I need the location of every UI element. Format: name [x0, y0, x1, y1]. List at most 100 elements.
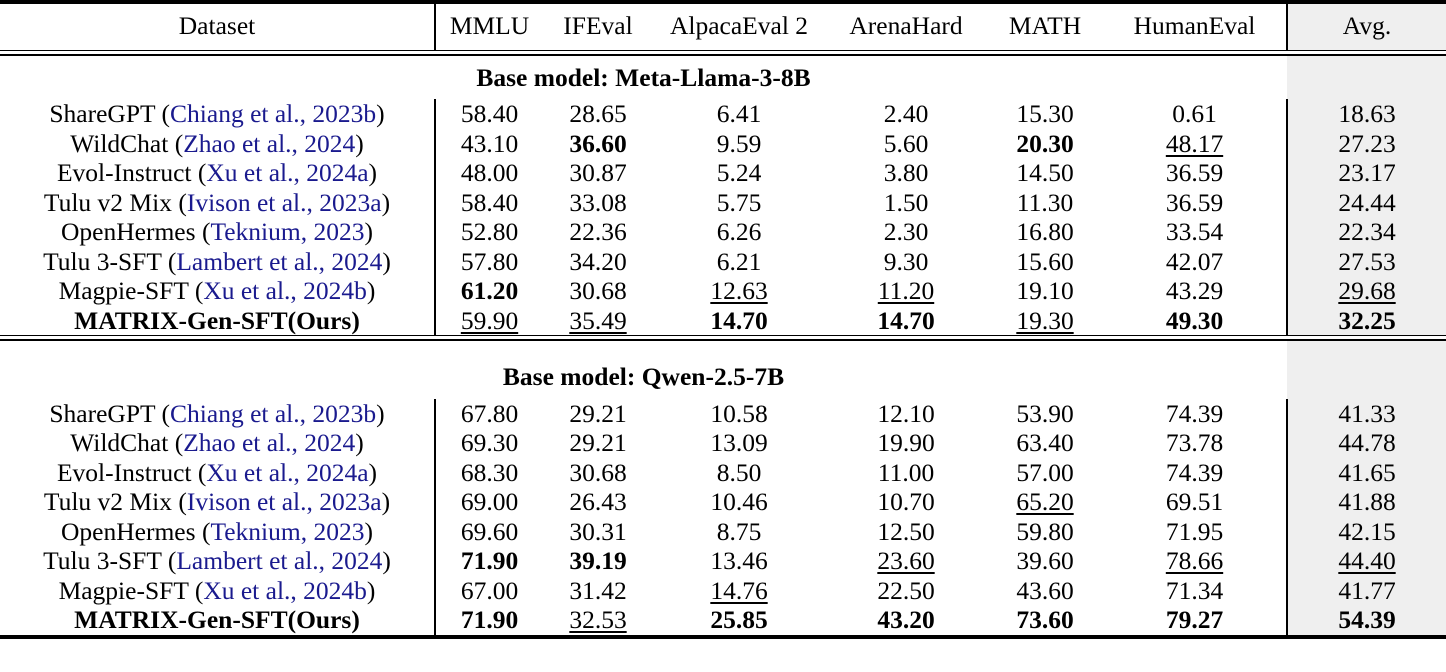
cell-value: 14.70 [877, 305, 935, 335]
cell-alpacaeval2: 13.46 [653, 546, 825, 576]
citation-close-paren: ) [364, 217, 373, 246]
cell-math: 65.20 [987, 487, 1103, 517]
column-header-humaneval: HumanEval [1133, 11, 1256, 40]
dataset-name: Tulu v2 Mix [43, 487, 172, 516]
cell-value: 69.60 [460, 516, 519, 546]
cell-value: 49.30 [1165, 305, 1224, 335]
cell-mmlu: 68.30 [434, 457, 543, 487]
cell-value: 23.17 [1338, 158, 1396, 187]
dataset-name-cell: Tulu v2 Mix (Ivison et al., 2023a) [0, 188, 435, 218]
dataset-name-cell: Evol-Instruct (Xu et al., 2024a) [0, 158, 435, 188]
dataset-name-cell: MATRIX-Gen-SFT(Ours) [0, 605, 435, 637]
cell-value: 19.90 [877, 428, 935, 457]
cell-value: 34.20 [569, 246, 627, 276]
cell-humaneval: 48.17 [1103, 129, 1287, 159]
spacer-cell [435, 340, 543, 355]
cell-value: 78.66 [1165, 546, 1224, 575]
dataset-name: ShareGPT [49, 398, 156, 428]
cell-humaneval: 78.66 [1103, 546, 1287, 576]
cell-value: 52.80 [460, 217, 519, 246]
cell-value: 29.68 [1338, 276, 1396, 305]
cell-mmlu: 67.00 [434, 575, 543, 605]
cell-value: 43.20 [877, 605, 935, 634]
cell-value: 63.40 [1016, 428, 1074, 457]
cell-value: 33.08 [569, 187, 627, 217]
cell-value: 57.80 [460, 246, 519, 276]
table-row: Tulu v2 Mix (Ivison et al., 2023a) 58.40 3… [0, 187, 1446, 218]
cell-value: 74.39 [1165, 457, 1224, 487]
cell-value: 1.50 [883, 187, 929, 217]
cell-alpacaeval2: 13.09 [653, 428, 825, 458]
table-row: WildChat (Zhao et al., 2024) 43.10 36.60 9.… [0, 128, 1446, 159]
cell-value: 33.54 [1165, 217, 1224, 246]
table-row: WildChat (Zhao et al., 2024) 69.30 29.21 13… [0, 428, 1446, 458]
citation-link[interactable]: Teknium, 2023 [210, 516, 365, 546]
cell-avg: 41.77 [1286, 575, 1446, 605]
citation-link[interactable]: Xu et al., 2024b [203, 276, 367, 305]
column-header-ifeval: IFEval [563, 11, 633, 40]
citation-close-paren: ) [381, 187, 391, 217]
cell-arenahard: 43.20 [825, 605, 987, 637]
cell-mmlu: 52.80 [434, 217, 543, 247]
cell-avg: 27.23 [1286, 128, 1446, 158]
cell-humaneval: 36.59 [1103, 188, 1287, 218]
cell-humaneval: 73.78 [1103, 428, 1287, 458]
dataset-name: MATRIX-Gen-SFT(Ours) [74, 305, 360, 335]
citation-link[interactable]: Teknium, 2023 [210, 217, 365, 246]
citation-link[interactable]: Lambert et al., 2024 [176, 246, 383, 276]
dataset-name: ShareGPT [49, 99, 156, 128]
cell-value: 65.20 [1016, 487, 1074, 516]
citation-close-paren: ) [366, 276, 376, 305]
citation-close-paren: ) [355, 428, 364, 457]
cell-alpacaeval2: 25.85 [653, 605, 825, 637]
cell-avg: 41.88 [1286, 487, 1446, 517]
cell-value: 42.07 [1165, 246, 1224, 276]
cell-value: 13.09 [710, 428, 768, 457]
cell-ifeval: 26.43 [543, 487, 653, 517]
cell-mmlu: 69.60 [434, 516, 543, 546]
cell-humaneval: 33.54 [1103, 217, 1287, 247]
cell-value: 61.20 [460, 276, 519, 305]
citation-close-paren: ) [382, 246, 391, 276]
citation-link[interactable]: Ivison et al., 2023a [186, 487, 382, 516]
cell-mmlu: 57.80 [434, 246, 543, 276]
header-bottom-rule [0, 49, 1446, 56]
citation-open-paren: ( [155, 99, 171, 128]
citation-link[interactable]: Zhao et al., 2024 [183, 428, 356, 457]
cell-avg: 23.17 [1286, 158, 1446, 188]
cell-value: 12.63 [710, 276, 768, 305]
citation-link[interactable]: Xu et al., 2024a [206, 457, 369, 487]
citation-close-paren: ) [382, 546, 391, 575]
spacer-cell [0, 340, 435, 355]
cell-math: 14.50 [987, 158, 1103, 188]
section-header-label: Base model: Meta-Llama-3-8B [476, 62, 811, 92]
citation-close-paren: ) [355, 128, 364, 158]
cell-value: 41.88 [1338, 487, 1396, 516]
cell-value: 16.80 [1016, 217, 1074, 246]
citation-link[interactable]: Ivison et al., 2023a [186, 187, 382, 217]
cell-math: 73.60 [987, 605, 1103, 637]
cell-math: 53.90 [987, 399, 1103, 429]
dataset-name: Tulu 3-SFT [43, 246, 162, 276]
citation-link[interactable]: Chiang et al., 2023b [170, 99, 377, 128]
dataset-name: WildChat [70, 428, 169, 457]
cell-value: 14.76 [710, 575, 768, 605]
cell-value: 2.30 [883, 217, 929, 246]
citation-link[interactable]: Xu et al., 2024a [206, 158, 369, 187]
cell-value: 39.60 [1016, 546, 1074, 575]
table-bottom-rule [0, 634, 1446, 641]
dataset-name: Evol-Instruct [56, 457, 192, 487]
dataset-name: OpenHermes [61, 516, 196, 546]
cell-value: 39.19 [569, 546, 627, 575]
citation-close-paren: ) [376, 99, 385, 128]
cell-value: 43.10 [460, 128, 519, 158]
citation-link[interactable]: Chiang et al., 2023b [170, 398, 377, 428]
cell-value: 67.00 [460, 575, 519, 605]
cell-value: 15.30 [1016, 99, 1074, 128]
citation-link[interactable]: Xu et al., 2024b [203, 575, 367, 605]
cell-ifeval: 34.20 [543, 247, 653, 277]
citation-link[interactable]: Lambert et al., 2024 [176, 546, 383, 575]
cell-arenahard: 11.20 [825, 276, 987, 306]
cell-value: 43.60 [1016, 575, 1074, 605]
citation-link[interactable]: Zhao et al., 2024 [183, 128, 356, 158]
